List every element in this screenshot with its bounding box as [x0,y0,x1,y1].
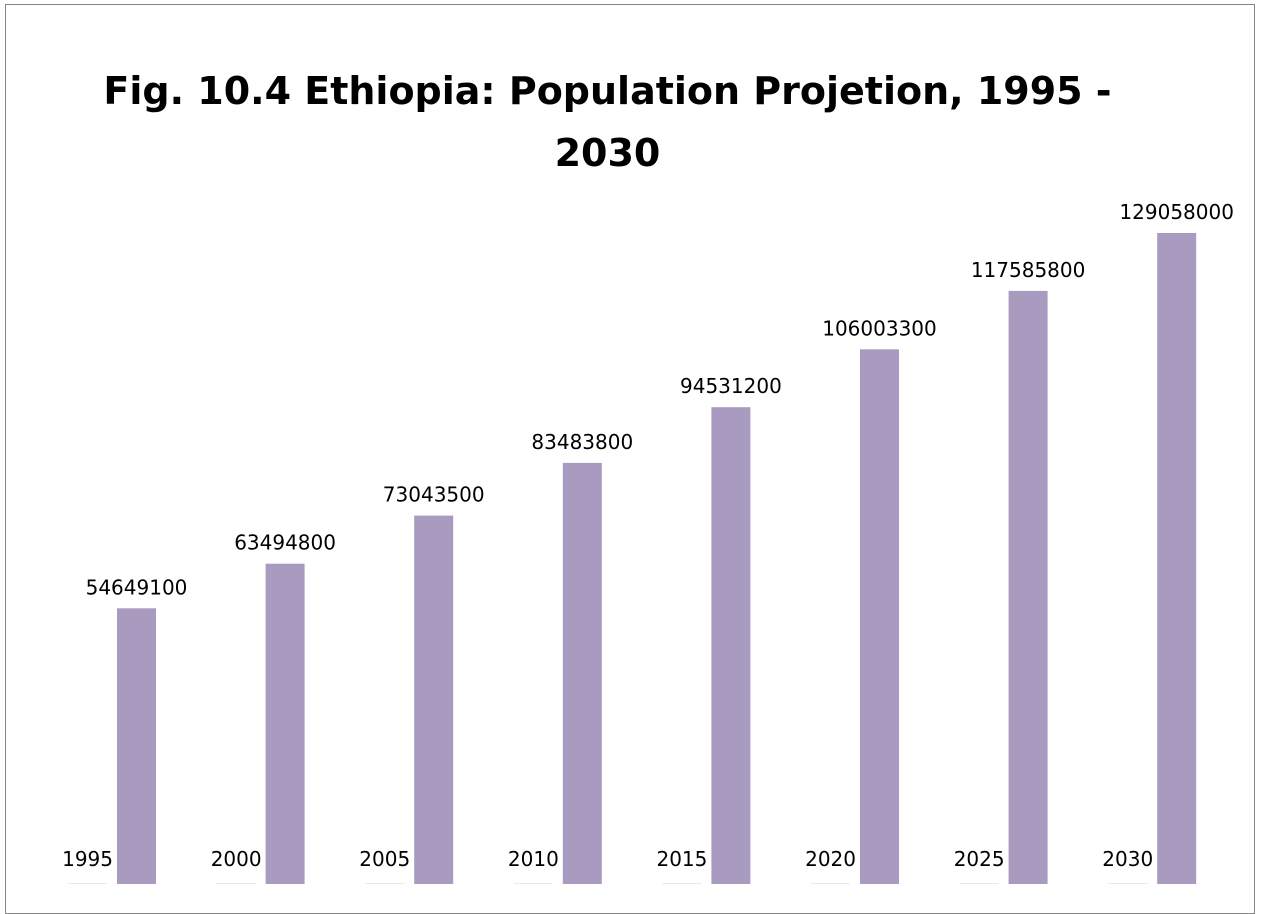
chart-title-line-2: 2030 [554,131,661,175]
chart-title-line-1: Fig. 10.4 Ethiopia: Population Projetion… [103,69,1112,113]
ghost-bar-2025 [959,883,999,884]
category-label-2025: 2025 [954,847,1005,871]
bar-2015 [711,407,751,884]
category-label-2020: 2020 [805,847,856,871]
category-label-2005: 2005 [359,847,410,871]
category-label-2010: 2010 [508,847,559,871]
bar-1995 [117,608,156,884]
ghost-bar-2015 [662,883,702,884]
bar-value-label-2020: 106003300 [822,316,937,340]
category-label-1995: 1995 [62,847,113,871]
bar-value-label-2030: 129058000 [1119,200,1234,224]
ghost-bar-2000 [216,883,256,884]
bar-2010 [562,462,602,884]
bar-value-label-2000: 63494800 [234,531,336,555]
bar-value-label-2025: 117585800 [971,258,1086,282]
bar-value-label-2005: 73043500 [383,483,485,507]
category-label-2000: 2000 [211,847,262,871]
category-label-2030: 2030 [1102,847,1153,871]
bar-2000 [265,563,305,884]
ghost-bar-2010 [513,883,553,884]
bar-2020 [860,349,899,884]
bar-value-label-1995: 54649100 [86,575,188,599]
category-label-2015: 2015 [656,847,707,871]
bar-value-label-2010: 83483800 [531,430,633,454]
ghost-bar-2030 [1108,883,1148,884]
ghost-bar-1995 [68,883,107,884]
bar-value-label-2015: 94531200 [680,374,782,398]
chart-title: Fig. 10.4 Ethiopia: Population Projetion… [0,60,1215,184]
bar-2025 [1008,290,1048,884]
ghost-bar-2020 [811,883,850,884]
bar-2005 [414,515,454,884]
bar-2030 [1157,233,1197,884]
ghost-bar-2005 [365,883,405,884]
